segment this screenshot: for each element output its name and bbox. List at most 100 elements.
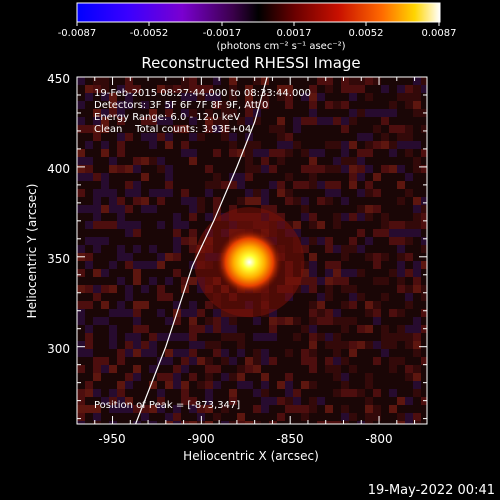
noise-pixel (221, 349, 229, 357)
noise-pixel (141, 133, 149, 141)
noise-pixel (141, 117, 149, 125)
noise-pixel (397, 285, 405, 293)
noise-pixel (309, 253, 317, 261)
noise-pixel (349, 349, 357, 357)
noise-pixel (357, 85, 365, 93)
noise-pixel (205, 85, 213, 93)
noise-pixel (261, 205, 269, 213)
noise-pixel (317, 197, 325, 205)
noise-pixel (405, 333, 413, 341)
noise-pixel (141, 325, 149, 333)
noise-pixel (413, 365, 421, 373)
noise-pixel (205, 189, 213, 197)
noise-pixel (373, 189, 381, 197)
noise-pixel (261, 165, 269, 173)
noise-pixel (173, 237, 181, 245)
colorbar (76, 2, 441, 23)
noise-pixel (317, 333, 325, 341)
noise-pixel (157, 157, 165, 165)
noise-pixel (389, 309, 397, 317)
noise-pixel (93, 405, 101, 413)
noise-pixel (237, 365, 245, 373)
noise-pixel (125, 341, 133, 349)
noise-pixel (189, 277, 197, 285)
noise-pixel (205, 117, 213, 125)
noise-pixel (245, 157, 253, 165)
noise-pixel (365, 165, 373, 173)
annotation-time-range: 19-Feb-2015 08:27:44.000 to 08:33:44.000 (94, 88, 311, 99)
noise-pixel (349, 269, 357, 277)
noise-pixel (77, 77, 85, 85)
noise-pixel (117, 109, 125, 117)
noise-pixel (149, 405, 157, 413)
noise-pixel (373, 405, 381, 413)
noise-pixel (309, 269, 317, 277)
noise-pixel (389, 165, 397, 173)
noise-pixel (197, 405, 205, 413)
noise-pixel (269, 397, 277, 405)
noise-pixel (237, 181, 245, 189)
noise-pixel (349, 301, 357, 309)
noise-pixel (245, 109, 253, 117)
noise-pixel (341, 413, 349, 421)
noise-pixel (397, 221, 405, 229)
noise-pixel (221, 181, 229, 189)
noise-pixel (269, 165, 277, 173)
noise-pixel (301, 237, 309, 245)
noise-pixel (117, 149, 125, 157)
noise-pixel (85, 261, 93, 269)
noise-pixel (149, 341, 157, 349)
noise-pixel (269, 205, 277, 213)
noise-pixel (261, 357, 269, 365)
noise-pixel (389, 365, 397, 373)
noise-pixel (189, 77, 197, 85)
noise-pixel (77, 189, 85, 197)
noise-pixel (325, 237, 333, 245)
noise-pixel (365, 373, 373, 381)
peak-source (215, 228, 284, 297)
noise-pixel (389, 333, 397, 341)
noise-pixel (109, 405, 117, 413)
noise-pixel (309, 181, 317, 189)
noise-pixel (245, 421, 253, 424)
noise-pixel (189, 373, 197, 381)
noise-pixel (101, 141, 109, 149)
noise-pixel (165, 357, 173, 365)
noise-pixel (85, 85, 93, 93)
noise-pixel (333, 389, 341, 397)
noise-pixel (253, 165, 261, 173)
noise-pixel (413, 261, 421, 269)
peak-position-label: Position of Peak = [-873,347] (94, 400, 240, 411)
noise-pixel (253, 141, 261, 149)
noise-pixel (77, 125, 85, 133)
noise-pixel (365, 341, 373, 349)
noise-pixel (341, 77, 349, 85)
noise-pixel (285, 141, 293, 149)
noise-pixel (277, 157, 285, 165)
noise-pixel (309, 397, 317, 405)
noise-pixel (165, 277, 173, 285)
noise-pixel (261, 381, 269, 389)
noise-pixel (173, 405, 181, 413)
noise-pixel (77, 101, 85, 109)
noise-pixel (117, 277, 125, 285)
noise-pixel (341, 165, 349, 173)
noise-pixel (301, 405, 309, 413)
noise-pixel (381, 213, 389, 221)
noise-pixel (317, 237, 325, 245)
noise-pixel (341, 373, 349, 381)
noise-pixel (213, 101, 221, 109)
noise-pixel (229, 317, 237, 325)
noise-pixel (365, 253, 373, 261)
noise-pixel (301, 413, 309, 421)
noise-pixel (341, 357, 349, 365)
noise-pixel (277, 317, 285, 325)
noise-pixel (333, 349, 341, 357)
noise-pixel (189, 85, 197, 93)
noise-pixel (221, 325, 229, 333)
noise-pixel (213, 125, 221, 133)
noise-pixel (141, 197, 149, 205)
noise-pixel (341, 325, 349, 333)
noise-pixel (77, 389, 85, 397)
noise-pixel (229, 333, 237, 341)
